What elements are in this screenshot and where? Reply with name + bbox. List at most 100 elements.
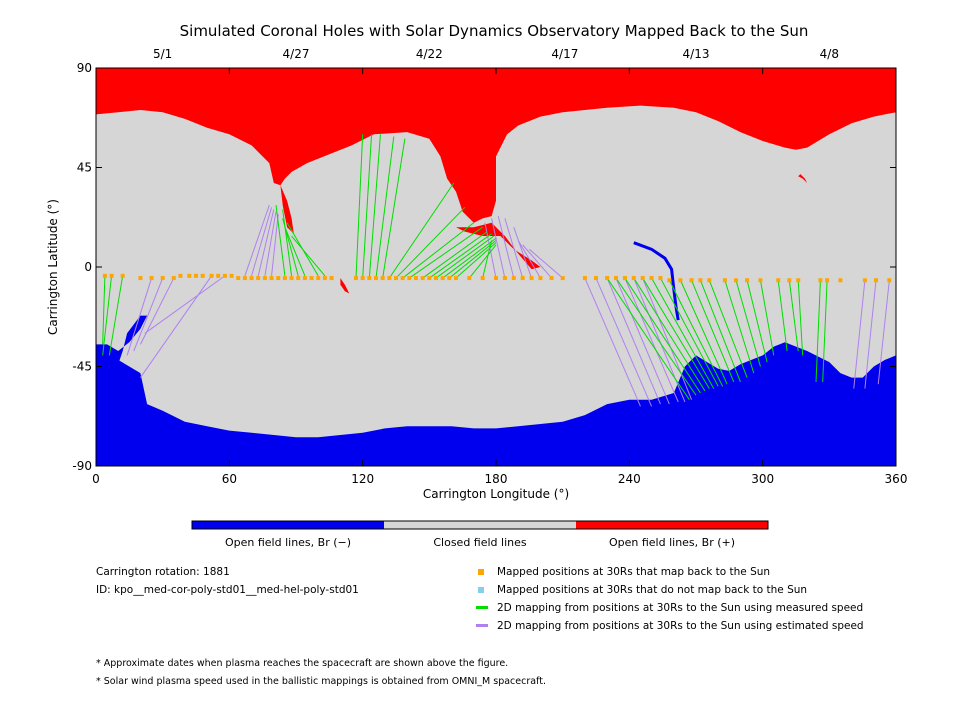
top-date-label: 4/27 [283,47,310,61]
estimated-mapping-line [251,207,273,276]
colorbar-segment [384,521,576,529]
mapped-point [420,276,425,281]
mapped-point [354,276,358,281]
measured-mapping-line [724,280,755,374]
measured-mapping-line [422,231,488,279]
mapped-point [302,276,307,281]
estimated-line-swatch [476,624,488,627]
mapped-point [262,276,267,281]
x-axis-label: Carrington Longitude (°) [423,487,569,501]
mapped-point [560,276,565,281]
mapped-point [322,276,327,281]
mapped-point [511,276,516,281]
measured-mapping-line [368,134,381,279]
estimated-mapping-line [864,280,877,389]
measured-mapping-line [679,280,728,385]
measured-mapping-line [788,280,799,352]
mapped-point [434,276,438,281]
colorbar-frame [191,520,769,530]
measured-mapping-line [691,280,735,383]
mapped-point [605,276,610,281]
south-coronal-hole-negative [96,342,896,466]
measured-mapping-line [382,138,406,279]
mapped-point [796,278,801,283]
mapped-points [102,273,892,283]
colorbar-label: Open field lines, Br (+) [609,536,735,549]
measured-mapping-line [815,280,821,382]
mapped-point [678,278,683,283]
mapped-point [649,276,654,281]
mapped-point [209,273,214,278]
top-date-label: 4/8 [820,47,839,61]
mapped-point [171,276,176,281]
measured-mapping-line [442,237,497,279]
mapped-point [440,276,445,281]
measured-speed-mappings [102,134,828,400]
mapped-point-swatch [478,569,484,575]
x-tick-label: 360 [885,472,908,486]
estimated-mapping-line [642,277,693,400]
mapped-point [467,276,472,281]
mapped-point [658,276,663,281]
measured-mapping-line [108,275,124,356]
small-region-3 [340,278,350,294]
estimated-mapping-line [513,227,533,279]
measured-mapping-line [759,280,775,356]
y-axis-label: Carrington Latitude (°) [46,199,60,335]
estimated-mapping-line [257,209,275,276]
mapped-point [538,276,543,281]
mapped-point [818,278,823,283]
mapped-point [249,276,254,281]
x-tick-label: 240 [618,472,641,486]
mapped-point [549,276,554,281]
measured-mapping-line [395,206,466,279]
mapped-point [614,276,618,281]
measured-mapping-line [482,240,493,279]
mapped-point [825,278,830,283]
mapped-point [256,276,261,281]
measured-mapping-line [708,280,748,378]
footnote-dates: * Approximate dates when plasma reaches … [96,658,509,669]
measured-mapping-line [651,277,715,389]
x-tick-label: 0 [92,472,100,486]
measured-mapping-line [102,275,106,345]
mapped-point [622,276,627,281]
estimated-mapping-line [853,280,866,389]
estimated-mapping-line [615,277,670,405]
top-date-label: 5/1 [153,47,172,61]
mapped-point [222,273,227,278]
estimated-mapping-line [271,213,279,276]
estimated-mapping-line [264,211,277,276]
measured-mapping-line [282,209,293,276]
mapped-point [374,276,378,281]
measured-mapping-line [468,244,497,279]
mapped-point [640,276,645,281]
colorbar: Open field lines, Br (−) Closed field lin… [191,520,769,549]
mapped-point [200,273,205,278]
measured-mapping-line [355,134,364,279]
measured-mapping-line [777,280,788,352]
estimated-mapping-line [497,216,515,279]
small-region-1 [280,185,294,234]
mapped-point [400,276,405,281]
small-open-field-regions [280,174,808,294]
measured-mapping-line [624,277,701,394]
estimated-mapping-line [517,240,541,279]
estimated-mapping-line [522,244,552,279]
mapped-point [407,276,412,281]
legend-mapped-label: Mapped positions at 30Rs that map back t… [497,566,771,578]
mapped-point [109,273,114,278]
estimated-mapping-line [504,218,524,279]
measured-mapping-line [797,280,804,356]
measured-mapping-line [402,222,475,279]
mapped-point [276,276,281,281]
estimated-mapping-line [133,277,164,352]
measured-mapping-line [642,277,710,389]
mapped-point [862,278,867,283]
mapped-point [160,276,165,281]
measured-mapping-line [660,277,719,387]
legend-estimated-label: 2D mapping from positions at 30Rs to the… [497,620,864,632]
y-tick-label: 0 [84,260,92,274]
mapped-point [707,278,712,283]
mapped-point [289,276,294,281]
